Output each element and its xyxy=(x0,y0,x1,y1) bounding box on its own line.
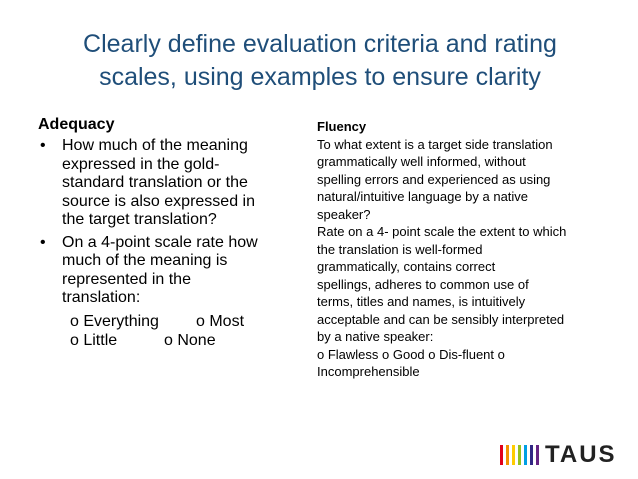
bullet-line: On a 4-point scale rate how xyxy=(62,233,258,251)
bullet-line: source is also expressed in xyxy=(62,192,255,210)
adequacy-section: Adequacy • How much of the meaning expre… xyxy=(38,115,300,350)
adequacy-options: o Everything o Most o Little o None xyxy=(38,312,300,350)
adequacy-bullet-1: • How much of the meaning expressed in t… xyxy=(38,137,300,230)
logo-bar xyxy=(524,445,527,465)
fluency-line: the translation is well-formed xyxy=(317,241,483,257)
logo-bar xyxy=(536,445,539,465)
logo-bar xyxy=(530,445,533,465)
bullet-marker: • xyxy=(40,137,46,154)
fluency-line: Incomprehensible xyxy=(317,364,420,379)
option-most: o Most xyxy=(196,312,245,330)
fluency-section: Fluency To what extent is a target side … xyxy=(317,118,617,381)
title-line-2: scales, using examples to ensure clarity xyxy=(99,63,541,91)
option-little: o Little xyxy=(70,331,118,349)
fluency-line: Rate on a 4- point scale the extent to w… xyxy=(317,224,567,239)
bullet-line: the target translation? xyxy=(62,211,217,228)
adequacy-heading: Adequacy xyxy=(38,116,115,133)
fluency-heading: Fluency xyxy=(317,119,367,134)
bullet-line: translation: xyxy=(62,289,141,306)
bullet-line: expressed in the gold- xyxy=(62,155,220,173)
fluency-line: natural/intuitive language by a native xyxy=(317,189,529,204)
bullet-line: How much of the meaning xyxy=(62,137,248,154)
fluency-line: grammatically, contains correct xyxy=(317,259,496,274)
adequacy-bullet-2: • On a 4-point scale rate how much of th… xyxy=(38,234,300,308)
option-everything: o Everything xyxy=(70,312,159,330)
logo-bar xyxy=(512,445,515,465)
option-none: o None xyxy=(164,331,216,349)
logo-text: TAUS xyxy=(545,441,617,468)
logo-bar xyxy=(518,445,521,465)
fluency-line: speaker? xyxy=(317,206,371,222)
bullet-line: much of the meaning is xyxy=(62,252,228,269)
logo-bar xyxy=(500,445,503,465)
bullet-line: represented in the xyxy=(62,270,191,288)
fluency-line: grammatically well informed, without xyxy=(317,154,526,169)
bullet-line: standard translation or the xyxy=(62,174,248,191)
fluency-line: by a native speaker: xyxy=(317,329,434,344)
logo-bar xyxy=(506,445,509,465)
fluency-line: spelling errors and experienced as using xyxy=(317,171,551,187)
logo-bars-icon xyxy=(500,445,539,465)
fluency-line: terms, titles and names, is intuitively xyxy=(317,294,526,309)
fluency-line: acceptable and can be sensibly interpret… xyxy=(317,311,565,327)
fluency-line: To what extent is a target side translat… xyxy=(317,136,553,152)
taus-logo: TAUS xyxy=(498,443,617,467)
fluency-line: spellings, adheres to common use of xyxy=(317,276,529,292)
fluency-line: o Flawless o Good o Dis-fluent o xyxy=(317,346,505,362)
slide-title: Clearly define evaluation criteria and r… xyxy=(40,28,600,94)
bullet-marker: • xyxy=(40,233,46,251)
title-line-1: Clearly define evaluation criteria and r… xyxy=(83,30,557,58)
